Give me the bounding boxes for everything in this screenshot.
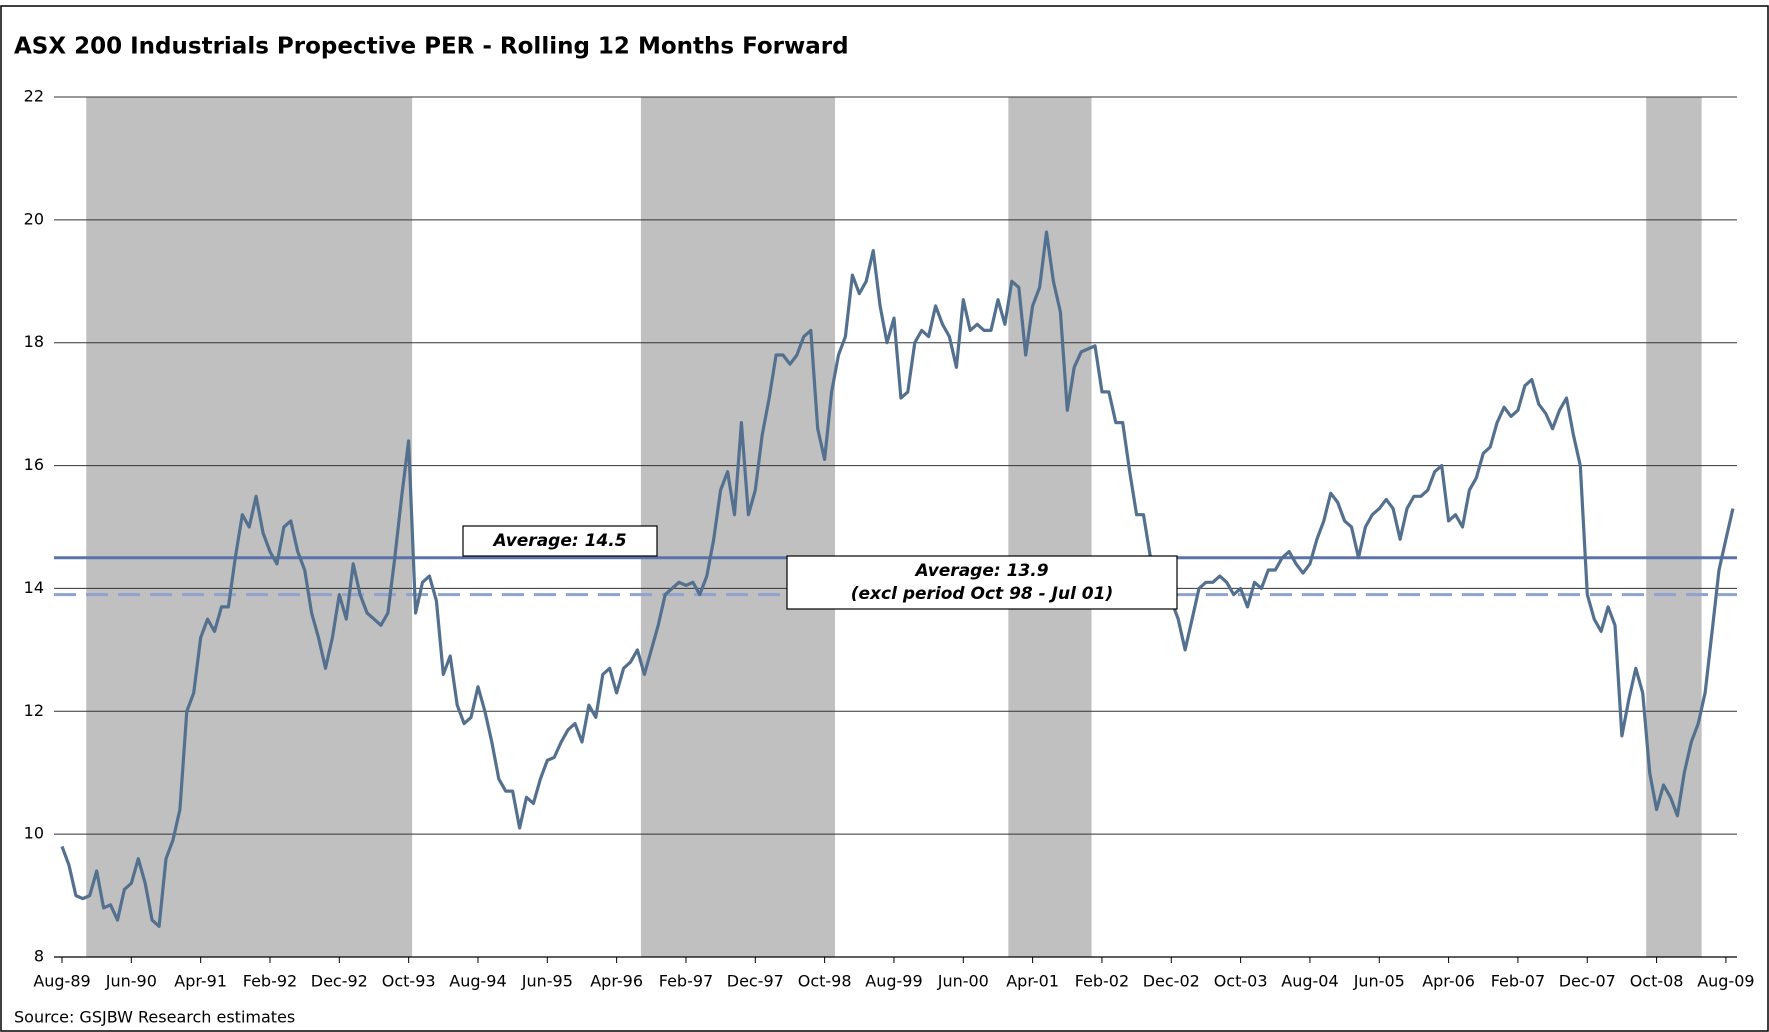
x-tick-label: Apr-01 [1006, 972, 1059, 991]
x-tick-label: Aug-04 [1281, 972, 1338, 991]
x-tick-label: Oct-93 [382, 972, 436, 991]
x-tick-label: Feb-92 [243, 972, 297, 991]
y-tick-label: 18 [24, 332, 44, 351]
x-tick-label: Oct-03 [1214, 972, 1268, 991]
x-tick-label: Jun-05 [1353, 972, 1405, 991]
y-tick-label: 22 [24, 87, 44, 106]
x-tick-label: Feb-02 [1075, 972, 1129, 991]
x-tick-label: Apr-91 [174, 972, 227, 991]
shaded-period [1646, 97, 1702, 957]
annotation-text: Average: 13.9 [913, 561, 1048, 581]
annotation-text: Average: 14.5 [491, 531, 626, 551]
x-tick-label: Jun-00 [937, 972, 989, 991]
x-tick-label: Aug-94 [449, 972, 506, 991]
x-tick-label: Dec-92 [311, 972, 368, 991]
frame [0, 5, 1769, 1032]
annotation-box [786, 555, 1178, 610]
x-tick-label: Dec-97 [727, 972, 784, 991]
shaded-period [1008, 97, 1092, 957]
x-tick-label: Feb-07 [1491, 972, 1545, 991]
shaded-period [640, 97, 836, 957]
x-tick-label: Aug-89 [33, 972, 90, 991]
x-tick-label: Jun-90 [105, 972, 157, 991]
x-tick-label: Aug-99 [865, 972, 922, 991]
y-tick-label: 20 [24, 209, 44, 228]
x-tick-label: Dec-07 [1559, 972, 1616, 991]
data-line [60, 230, 1735, 928]
source-note: Source: GSJBW Research estimates [14, 1008, 295, 1027]
annotation-box [462, 525, 658, 557]
chart-title: ASX 200 Industrials Propective PER - Rol… [14, 34, 849, 60]
x-tick-label: Oct-08 [1630, 972, 1684, 991]
annotation-text: (excl period Oct 98 - Jul 01) [851, 584, 1114, 604]
y-tick-label: 14 [24, 578, 44, 597]
y-tick-label: 12 [24, 701, 44, 720]
y-tick-label: 16 [24, 455, 44, 474]
x-tick-label: Feb-97 [659, 972, 713, 991]
x-tick-label: Oct-98 [798, 972, 852, 991]
y-tick-label: 8 [34, 947, 44, 966]
y-tick-label: 10 [24, 824, 44, 843]
x-tick-label: Dec-02 [1143, 972, 1200, 991]
x-tick-label: Aug-09 [1697, 972, 1754, 991]
x-tick-label: Jun-95 [521, 972, 573, 991]
x-tick-label: Apr-96 [590, 972, 643, 991]
x-tick-label: Apr-06 [1422, 972, 1475, 991]
